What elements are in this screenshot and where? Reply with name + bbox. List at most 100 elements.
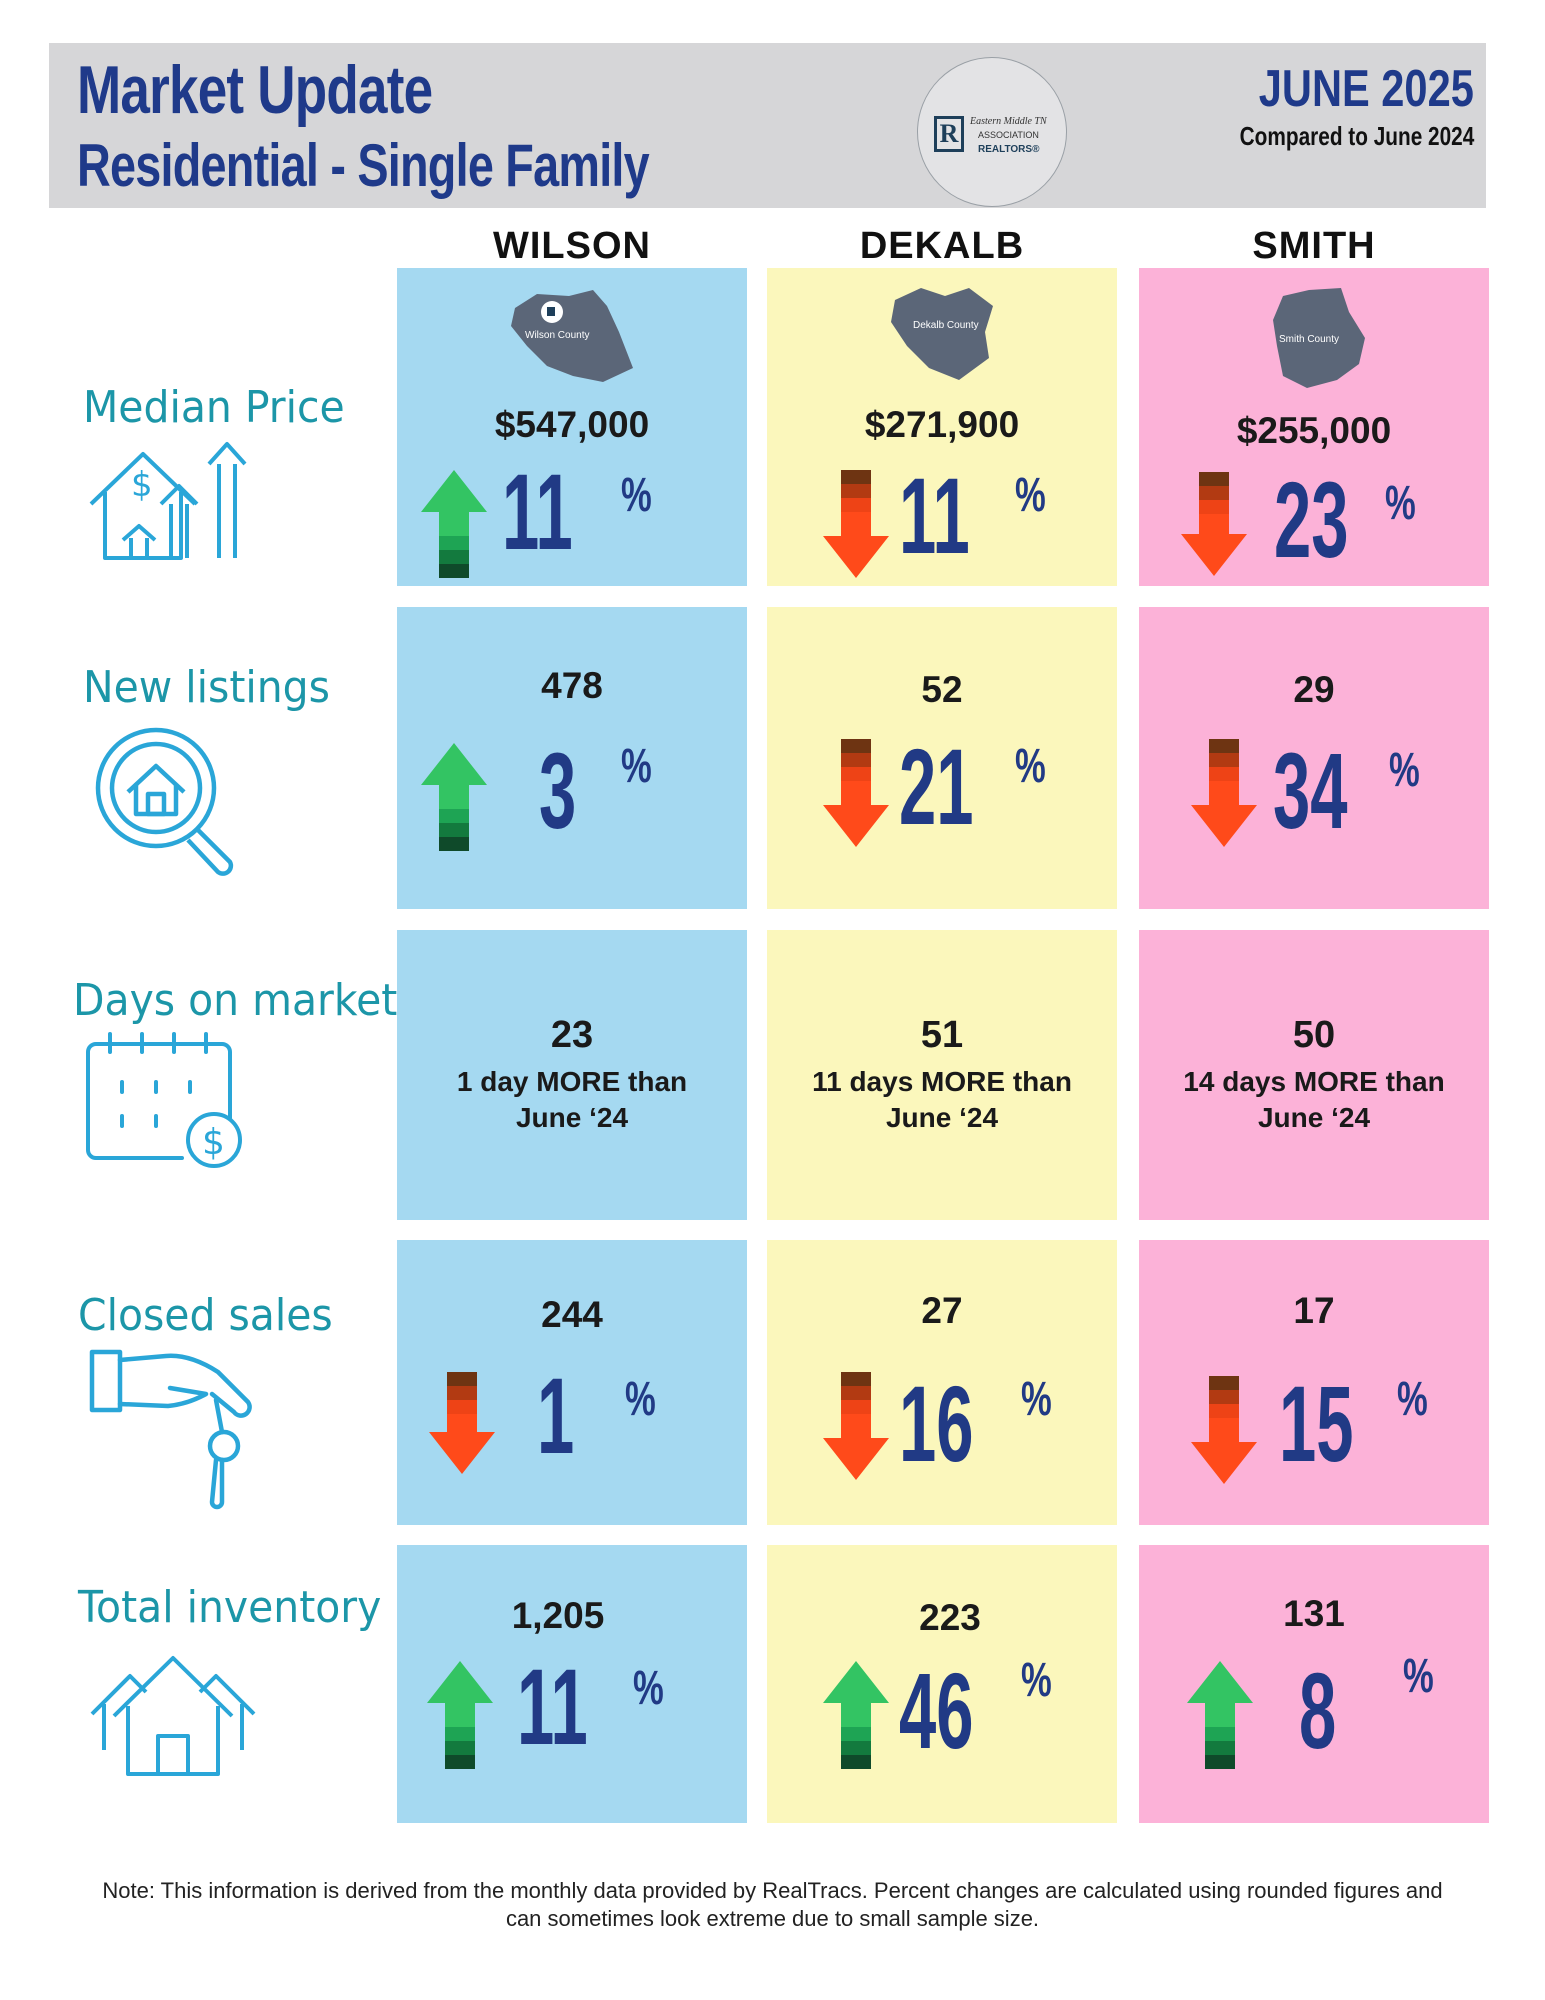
footnote-line2: can sometimes look extreme due to small … [505, 1906, 1040, 1931]
days-comparison-line2: June ‘24 [515, 1102, 629, 1133]
page-subtitle: Residential - Single Family [77, 132, 650, 199]
closed-sales-value: 244 [541, 1294, 603, 1335]
percent-sign: % [1021, 1373, 1052, 1426]
cell-median-price-dekalb: Dekalb County $271,900 11 % [767, 268, 1117, 586]
cell-closed-sales-smith: 17 15 % [1139, 1240, 1489, 1525]
cell-new-listings-smith: 29 34 % [1139, 607, 1489, 909]
median-price-value: $547,000 [494, 404, 650, 445]
house-search-icon [95, 727, 234, 876]
days-on-market-value: 51 [920, 1014, 964, 1056]
cell-median-price-smith: Smith County $255,000 23 % [1139, 268, 1489, 586]
percent-sign: % [625, 1373, 656, 1426]
new-listings-value: 52 [921, 669, 963, 710]
row-label-closed-sales: Closed sales [78, 1290, 333, 1341]
new-listings-value: 29 [1293, 669, 1335, 710]
total-inventory-value: 131 [1283, 1593, 1345, 1634]
percent-sign: % [1015, 740, 1046, 793]
arrow-up-icon [421, 470, 487, 578]
percent-change-value: 11 [502, 451, 573, 572]
cell-new-listings-wilson: 478 3 % [397, 607, 747, 909]
column-header-dekalb: DEKALB [859, 225, 1025, 267]
dekalb-county-map-icon [891, 288, 993, 380]
percent-sign: % [633, 1662, 664, 1715]
days-comparison-line1: 1 day MORE than [456, 1066, 688, 1097]
header-banner: Market Update Residential - Single Famil… [49, 43, 1486, 208]
svg-text:$: $ [202, 1122, 225, 1163]
dekalb-map-label: Dekalb County [913, 320, 979, 331]
row-label-days-on-market: Days on market [73, 975, 398, 1026]
arrow-up-icon [1187, 1661, 1253, 1769]
cell-closed-sales-dekalb: 27 16 % [767, 1240, 1117, 1525]
cell-closed-sales-wilson: 244 1 % [397, 1240, 747, 1525]
arrow-up-icon [427, 1661, 493, 1769]
column-header-smith: SMITH [1252, 225, 1376, 267]
page-title: Market Update [77, 52, 433, 128]
percent-change-value: 46 [899, 1650, 974, 1771]
wilson-map-label: Wilson County [525, 330, 590, 341]
houses-icon [90, 1656, 256, 1776]
arrow-down-icon [823, 739, 889, 847]
percent-sign: % [1385, 477, 1416, 530]
days-on-market-value: 23 [550, 1014, 594, 1056]
arrow-up-icon [421, 743, 487, 851]
logo-text-line2: ASSOCIATION [978, 130, 1039, 140]
cell-total-inventory-smith: 131 8 % [1139, 1545, 1489, 1823]
total-inventory-value: 1,205 [511, 1595, 605, 1636]
percent-sign: % [621, 740, 652, 793]
days-comparison-line1: 11 days MORE than [812, 1066, 1072, 1097]
cell-total-inventory-dekalb: 223 46 % [767, 1545, 1117, 1823]
svg-text:$: $ [131, 465, 153, 505]
footnote-line1: Note: This information is derived from t… [102, 1878, 1443, 1903]
smith-county-map-icon [1273, 288, 1365, 388]
percent-change-value: 8 [1299, 1650, 1337, 1771]
cell-median-price-wilson: Wilson County $547,000 11 % [397, 268, 747, 586]
arrow-down-icon [429, 1372, 495, 1474]
percent-sign: % [621, 469, 652, 522]
days-comparison-line1: 14 days MORE than [1183, 1066, 1445, 1097]
cell-days-on-market-smith: 50 14 days MORE than June ‘24 [1139, 930, 1489, 1220]
percent-change-value: 1 [537, 1355, 575, 1476]
logo-text-line1: Eastern Middle TN [970, 116, 1047, 127]
arrow-down-icon [1191, 1376, 1257, 1484]
days-on-market-value: 50 [1292, 1014, 1336, 1056]
footnote: Note: This information is derived from t… [60, 1877, 1485, 1933]
calendar-dollar-icon: $ [86, 1032, 242, 1168]
percent-sign: % [1403, 1650, 1434, 1703]
percent-change-value: 34 [1273, 730, 1348, 851]
row-label-total-inventory: Total inventory [78, 1582, 382, 1633]
arrow-up-icon [823, 1661, 889, 1769]
arrow-down-icon [823, 470, 889, 578]
percent-sign: % [1397, 1373, 1428, 1426]
new-listings-value: 478 [541, 665, 603, 706]
days-comparison-line2: June ‘24 [1257, 1102, 1371, 1133]
closed-sales-value: 27 [921, 1290, 963, 1331]
report-month: JUNE 2025 [1258, 60, 1474, 118]
arrow-down-icon [1191, 739, 1257, 847]
association-logo: R Eastern Middle TN ASSOCIATION REALTORS… [917, 57, 1067, 207]
wilson-county-map-icon [511, 290, 633, 382]
percent-sign: % [1389, 744, 1420, 797]
cell-total-inventory-wilson: 1,205 11 % [397, 1545, 747, 1823]
median-price-value: $255,000 [1236, 410, 1392, 451]
arrow-down-icon [1181, 472, 1247, 576]
percent-sign: % [1021, 1654, 1052, 1707]
days-comparison-line2: June ‘24 [885, 1102, 999, 1133]
cell-days-on-market-dekalb: 51 11 days MORE than June ‘24 [767, 930, 1117, 1220]
comparison-period: Compared to June 2024 [1239, 121, 1474, 151]
median-price-value: $271,900 [864, 404, 1020, 445]
row-label-new-listings: New listings [83, 662, 330, 713]
arrow-down-icon [823, 1372, 889, 1480]
total-inventory-value: 223 [919, 1597, 981, 1638]
percent-change-value: 11 [517, 1646, 588, 1767]
percent-change-value: 21 [899, 726, 974, 847]
hand-key-icon [89, 1349, 252, 1510]
percent-change-value: 3 [539, 730, 577, 851]
row-label-median-price: Median Price [83, 382, 345, 433]
percent-sign: % [1015, 469, 1046, 522]
percent-change-value: 16 [899, 1363, 974, 1484]
percent-change-value: 15 [1279, 1363, 1354, 1484]
percent-change-value: 23 [1274, 459, 1349, 580]
cell-new-listings-dekalb: 52 21 % [767, 607, 1117, 909]
percent-change-value: 11 [899, 455, 970, 576]
realtor-r-icon: R [934, 116, 964, 152]
